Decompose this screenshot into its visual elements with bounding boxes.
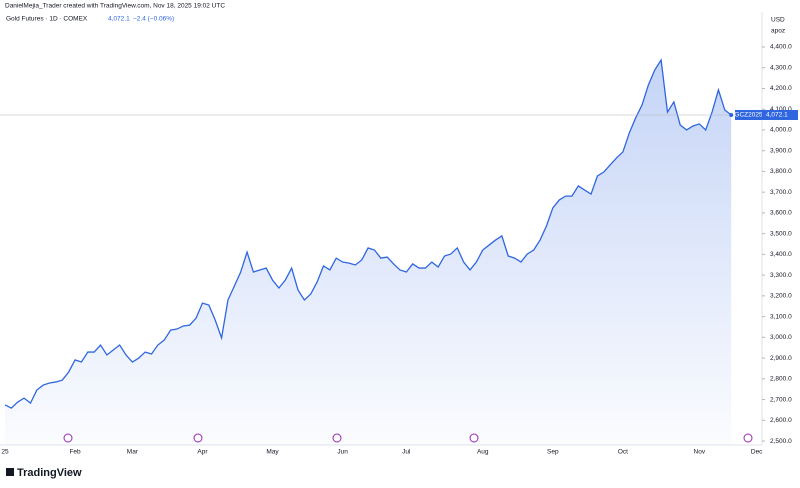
ticker-tag-label: GCZ2025	[734, 112, 763, 119]
price-line	[4, 58, 732, 409]
y-tick-label: 3,500.0	[770, 230, 792, 237]
ticker-tag	[735, 109, 762, 120]
legend-symbol: Gold Futures · 1D · COMEX	[6, 16, 88, 23]
legend-change: −2.4 (−0.06%)	[133, 16, 174, 23]
y-tick-label: 3,300.0	[770, 272, 792, 279]
y-tick-label: 2,600.0	[770, 417, 792, 424]
last-point	[729, 112, 734, 117]
y-tick-label: 4,300.0	[770, 64, 792, 71]
x-tick-label: 25	[1, 449, 9, 456]
y-tick-label: 4,400.0	[770, 44, 792, 51]
x-tick-label: Aug	[477, 449, 489, 456]
y-tick-label: 3,000.0	[770, 334, 792, 341]
x-tick-label: Dec	[751, 449, 763, 456]
x-tick-label: Sep	[547, 449, 559, 456]
y-tick-label: 2,500.0	[770, 438, 792, 445]
x-tick-label: Nov	[694, 449, 706, 456]
footer-brand: TradingView	[17, 467, 82, 479]
y-tick-label: 3,900.0	[770, 147, 792, 154]
y-tick-label: 3,400.0	[770, 251, 792, 258]
y-tick-label: 4,000.0	[770, 127, 792, 134]
x-tick-label: Oct	[618, 449, 628, 456]
y-tick-label: 3,800.0	[770, 168, 792, 175]
area-fill	[5, 60, 732, 446]
y-tick-label: 3,100.0	[770, 313, 792, 320]
logo: TradingView	[6, 467, 82, 479]
price-tag-label: 4,072.1	[766, 112, 788, 119]
currency: USD	[771, 17, 785, 24]
y-tick-label: 4,100.0	[770, 106, 792, 113]
y-tick-label: 2,900.0	[770, 355, 792, 362]
scale-note: apoz	[771, 28, 785, 35]
y-tick-label: 3,600.0	[770, 210, 792, 217]
header: DanielMejia_Trader created with TradingV…	[5, 3, 225, 10]
legend-last: 4,072.1	[108, 16, 130, 23]
y-tick-label: 3,700.0	[770, 189, 792, 196]
y-tick-label: 3,200.0	[770, 293, 792, 300]
x-tick-label: Apr	[197, 449, 208, 456]
x-tick-label: Jul	[402, 449, 411, 456]
x-tick-label: May	[266, 449, 279, 456]
y-tick-label: 2,800.0	[770, 376, 792, 383]
y-tick-label: 2,700.0	[770, 396, 792, 403]
price-tag	[762, 109, 798, 120]
x-tick-label: Mar	[127, 449, 139, 456]
y-tick-label: 4,200.0	[770, 85, 792, 92]
x-tick-label: Feb	[69, 449, 81, 456]
x-tick-label: Jun	[337, 449, 348, 456]
